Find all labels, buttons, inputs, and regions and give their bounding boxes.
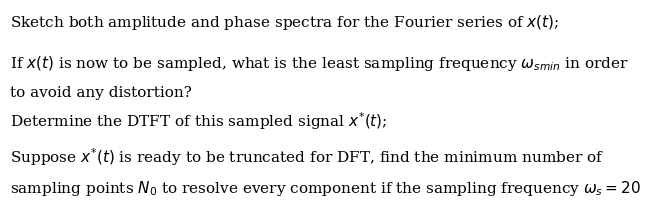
- Text: to avoid any distortion?: to avoid any distortion?: [10, 86, 192, 100]
- Text: Determine the DTFT of this sampled signal $x^{*}(t)$;: Determine the DTFT of this sampled signa…: [10, 110, 387, 132]
- Text: sampling points $N_0$ to resolve every component if the sampling frequency $\ome: sampling points $N_0$ to resolve every c…: [10, 179, 641, 198]
- Text: Sketch both amplitude and phase spectra for the Fourier series of $x(t)$;: Sketch both amplitude and phase spectra …: [10, 13, 559, 32]
- Text: Suppose $x^{*}(t)$ is ready to be truncated for DFT, find the minimum number of: Suppose $x^{*}(t)$ is ready to be trunca…: [10, 146, 604, 168]
- Text: If $x(t)$ is now to be sampled, what is the least sampling frequency $\omega_{sm: If $x(t)$ is now to be sampled, what is …: [10, 54, 629, 73]
